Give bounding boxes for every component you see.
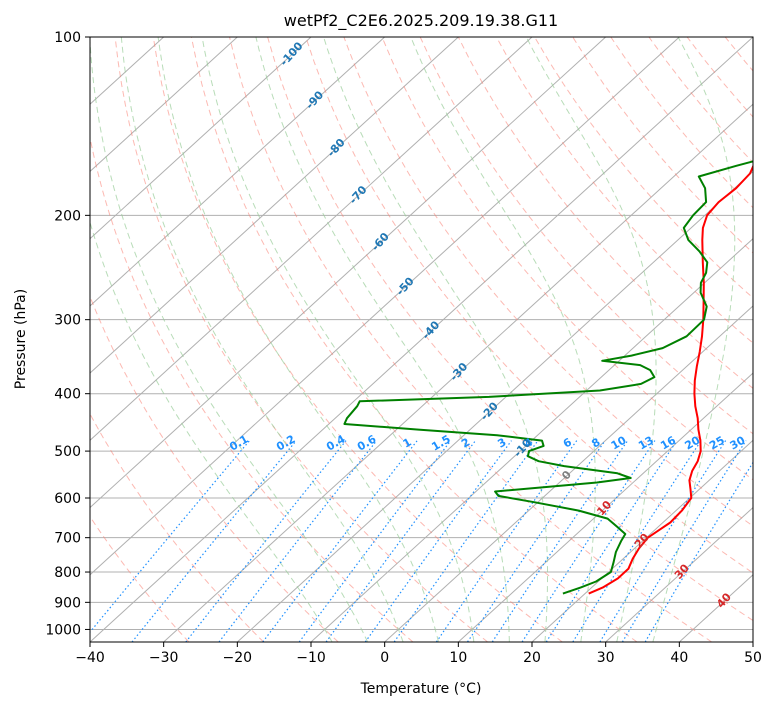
series-layer — [343, 160, 753, 595]
x-tick-label: −20 — [223, 650, 253, 666]
plot-frame — [89, 36, 754, 643]
y-tick-label: 600 — [54, 491, 81, 507]
x-tick-label: 30 — [597, 650, 615, 666]
axis-layer: −40 −30 −20 −10 0 10 20 30 40 50 100 200 300 400 500 60… — [45, 30, 762, 666]
x-axis-label: Temperature (°C) — [360, 681, 482, 697]
dry-adiabat — [457, 37, 753, 389]
dry-adiabat — [114, 37, 488, 642]
dry-adiabat — [152, 37, 563, 642]
moist-adiabat — [90, 37, 369, 642]
mixing-ratio-line — [325, 440, 476, 642]
isotherm-gridline — [310, 237, 753, 642]
mixing-ratio-line — [545, 440, 678, 642]
isotherm-gridline — [90, 37, 312, 240]
mixing-ratio-line — [621, 440, 747, 642]
isotherm-gridline — [90, 37, 607, 509]
dry-adiabat — [343, 37, 753, 527]
dry-adiabat — [305, 37, 753, 574]
y-tick-label: 300 — [54, 313, 81, 329]
isotherm-gridline — [384, 305, 753, 642]
temperature-profile-line — [588, 164, 753, 595]
moist-adiabat — [652, 37, 736, 642]
isotherm-gridline — [90, 37, 753, 642]
grid-layer — [90, 37, 775, 642]
moist-adiabat — [201, 37, 475, 642]
y-axis-label: Pressure (hPa) — [13, 289, 29, 389]
y-tick-label: 500 — [54, 444, 81, 460]
isotherm-gridline — [531, 439, 753, 642]
dry-adiabat — [495, 37, 753, 344]
x-tick-label: 20 — [523, 650, 541, 666]
x-tick-label: −10 — [296, 650, 326, 666]
mixing-ratio-line — [521, 440, 656, 642]
mixing-ratio-line — [599, 440, 727, 642]
dry-adiabat — [534, 37, 753, 299]
x-tick-label: −40 — [75, 650, 105, 666]
isotherm-gridline — [90, 37, 459, 374]
y-tick-label: 800 — [54, 565, 81, 581]
isotherm-gridline — [457, 372, 753, 642]
dry-adiabat — [190, 37, 638, 642]
mixing-ratio-line — [491, 440, 629, 642]
y-tick-label: 400 — [54, 387, 81, 403]
chart-title: wetPf2_C2E6.2025.209.19.38.G11 — [284, 11, 558, 31]
isotherm-gridline — [90, 37, 238, 173]
y-tick-label: 200 — [54, 208, 81, 224]
isotherm-gridline — [605, 506, 753, 642]
mixing-ratio-line — [131, 440, 297, 642]
x-tick-label: 40 — [670, 650, 688, 666]
moist-adiabat — [410, 37, 596, 642]
x-tick-label: 0 — [380, 650, 389, 666]
mixing-ratio-line — [466, 440, 606, 642]
dry-adiabat — [267, 37, 753, 622]
y-tick-label: 1000 — [45, 622, 81, 638]
mixing-ratio-line — [218, 440, 378, 642]
mixing-ratio-line — [572, 440, 702, 642]
dry-adiabat — [229, 37, 712, 642]
moist-adiabat — [120, 37, 404, 642]
x-tick-label: 10 — [449, 650, 467, 666]
isotherm-gridline — [90, 37, 386, 307]
mixing-ratio-line — [364, 440, 512, 642]
dry-adiabat — [90, 412, 264, 642]
dry-adiabat — [381, 37, 753, 481]
dry-adiabat — [90, 135, 414, 642]
x-tick-label: 50 — [744, 650, 762, 666]
moist-adiabat — [255, 37, 510, 642]
dry-adiabat — [90, 515, 190, 642]
isotherm-gridline — [752, 641, 753, 642]
isotherm-gridline — [90, 37, 533, 442]
mixing-ratio-line — [644, 461, 753, 642]
x-tick-label: −30 — [149, 650, 179, 666]
moist-adiabat — [157, 37, 439, 642]
dewpoint-profile-line — [343, 160, 753, 595]
isotherm-gridline — [90, 37, 680, 576]
y-tick-label: 700 — [54, 531, 81, 547]
dry-adiabat — [419, 37, 753, 435]
isotherm-gridline — [236, 170, 753, 642]
isotherm-gridline — [163, 103, 753, 642]
mixing-ratio-line — [90, 440, 251, 633]
dry-adiabat — [763, 37, 775, 642]
y-tick-label: 900 — [54, 595, 81, 611]
moist-adiabat — [90, 220, 333, 642]
y-tick-label: 100 — [54, 30, 81, 46]
